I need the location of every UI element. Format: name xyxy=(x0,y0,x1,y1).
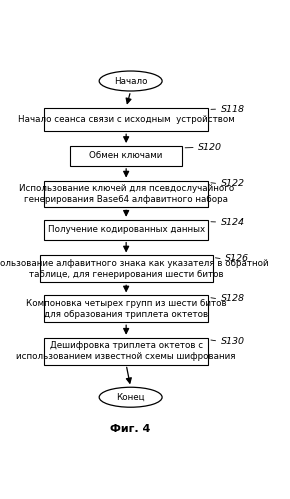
Text: Обмен ключами: Обмен ключами xyxy=(89,151,163,161)
FancyBboxPatch shape xyxy=(44,338,208,365)
Text: S120: S120 xyxy=(198,143,222,152)
Text: Получение кодированных данных: Получение кодированных данных xyxy=(48,225,205,234)
Text: Дешифровка триплета октетов с
использованием известной схемы шифрования: Дешифровка триплета октетов с использова… xyxy=(17,341,236,361)
Text: Компоновка четырех групп из шести битов
для образования триплета октетов: Компоновка четырех групп из шести битов … xyxy=(26,299,226,319)
FancyBboxPatch shape xyxy=(44,295,208,322)
Text: Начало сеанса связи с исходным  устройством: Начало сеанса связи с исходным устройств… xyxy=(18,115,235,124)
FancyBboxPatch shape xyxy=(40,255,213,282)
Ellipse shape xyxy=(99,71,162,91)
Text: Фиг. 4: Фиг. 4 xyxy=(110,424,151,434)
FancyBboxPatch shape xyxy=(70,146,182,166)
Text: S130: S130 xyxy=(220,337,244,346)
Text: S126: S126 xyxy=(225,254,249,263)
Text: Использование алфавитного знака как указателя в обратной
таблице, для генерирова: Использование алфавитного знака как указ… xyxy=(0,259,269,279)
Ellipse shape xyxy=(99,387,162,407)
Text: Начало: Начало xyxy=(114,76,147,85)
FancyBboxPatch shape xyxy=(44,220,208,240)
Text: Конец: Конец xyxy=(116,393,145,402)
Text: S124: S124 xyxy=(220,218,244,227)
Text: S118: S118 xyxy=(220,105,244,114)
Text: S128: S128 xyxy=(220,294,244,303)
Text: S122: S122 xyxy=(220,179,244,188)
FancyBboxPatch shape xyxy=(44,107,208,131)
FancyBboxPatch shape xyxy=(44,181,208,208)
Text: Использование ключей для псевдослучайного
генерирования Base64 алфавитного набор: Использование ключей для псевдослучайног… xyxy=(19,184,234,204)
